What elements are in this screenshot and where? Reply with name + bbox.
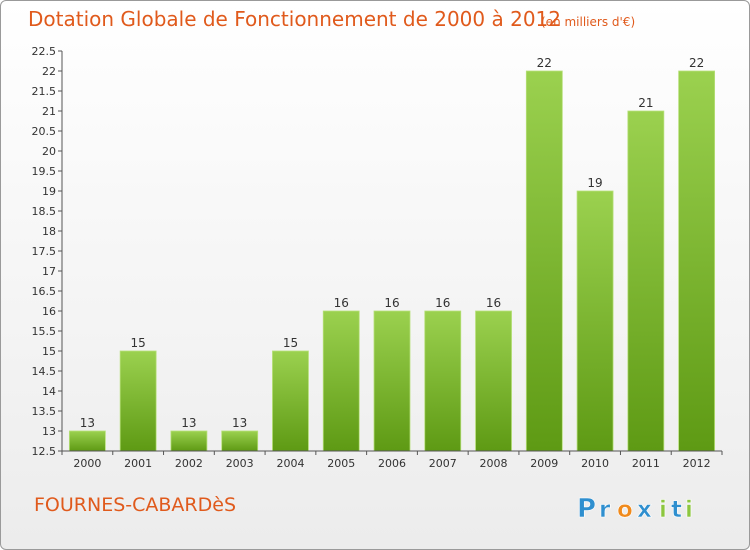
y-tick-label: 15 [42, 345, 56, 358]
x-tick-label: 2002 [175, 457, 203, 470]
bar-2001 [119, 350, 157, 452]
x-tick-label: 2005 [327, 457, 355, 470]
y-tick-label: 19 [42, 185, 56, 198]
bar-value-label: 15 [283, 336, 298, 350]
bar-value-label: 13 [80, 416, 95, 430]
bar-2012 [678, 70, 716, 452]
logo-letter: r [599, 497, 611, 523]
logo-letter: o [617, 497, 633, 523]
x-tick-label: 2001 [124, 457, 152, 470]
x-tick-label: 2011 [632, 457, 660, 470]
x-tick-label: 2012 [683, 457, 711, 470]
x-tick-label: 2009 [530, 457, 558, 470]
y-tick-label: 21 [42, 105, 56, 118]
y-tick-label: 20.5 [32, 125, 57, 138]
bar-value-label: 22 [689, 56, 704, 70]
logo-letter: P [577, 494, 596, 524]
chart-title: Dotation Globale de Fonctionnement de 20… [28, 7, 561, 31]
x-tick-label: 2006 [378, 457, 406, 470]
logo-letter: i [659, 497, 667, 523]
y-tick-label: 13 [42, 425, 56, 438]
bar-2008 [475, 310, 512, 452]
bar-value-label: 16 [435, 296, 450, 310]
chart-subtitle: (en milliers d'€) [541, 15, 636, 29]
y-tick-label: 22 [42, 65, 56, 78]
bar-value-label: 13 [181, 416, 196, 430]
y-tick-label: 14.5 [32, 365, 57, 378]
y-tick-label: 12.5 [32, 445, 57, 458]
y-tick-label: 15.5 [32, 325, 57, 338]
logo-letter: i [685, 497, 693, 523]
bar-value-label: 13 [232, 416, 247, 430]
y-tick-label: 16.5 [32, 285, 57, 298]
bar-value-label: 21 [638, 96, 653, 110]
y-tick-label: 19.5 [32, 165, 57, 178]
bar-value-label: 16 [486, 296, 501, 310]
logo-letter: t [671, 497, 682, 523]
bar-2006 [373, 310, 411, 452]
x-tick-label: 2008 [480, 457, 508, 470]
bar-value-label: 16 [384, 296, 399, 310]
bar-2009 [525, 70, 563, 452]
bar-value-label: 22 [537, 56, 552, 70]
x-tick-label: 2010 [581, 457, 609, 470]
bar-2005 [322, 310, 360, 452]
y-tick-label: 16 [42, 305, 56, 318]
bar-2011 [627, 110, 665, 452]
x-tick-label: 2004 [276, 457, 304, 470]
logo-letter: x [637, 497, 652, 523]
x-tick-label: 2000 [73, 457, 101, 470]
bar-value-label: 19 [587, 176, 602, 190]
y-tick-label: 17 [42, 265, 56, 278]
x-tick-label: 2003 [226, 457, 254, 470]
bar-value-label: 15 [131, 336, 146, 350]
commune-name: FOURNES-CABARDèS [34, 494, 237, 516]
y-tick-label: 18.5 [32, 205, 57, 218]
y-tick-label: 20 [42, 145, 56, 158]
bar-2003 [221, 430, 259, 452]
bar-2010 [576, 190, 614, 452]
y-tick-label: 22.5 [32, 45, 57, 58]
bar-2000 [68, 430, 106, 452]
y-tick-label: 21.5 [32, 85, 57, 98]
bar-2002 [170, 430, 208, 452]
y-tick-label: 18 [42, 225, 56, 238]
y-tick-label: 14 [42, 385, 56, 398]
bar-2004 [272, 350, 309, 452]
bar-value-label: 16 [334, 296, 349, 310]
bar-2007 [424, 310, 462, 452]
y-tick-label: 17.5 [32, 245, 57, 258]
y-tick-label: 13.5 [32, 405, 57, 418]
x-tick-label: 2007 [429, 457, 457, 470]
